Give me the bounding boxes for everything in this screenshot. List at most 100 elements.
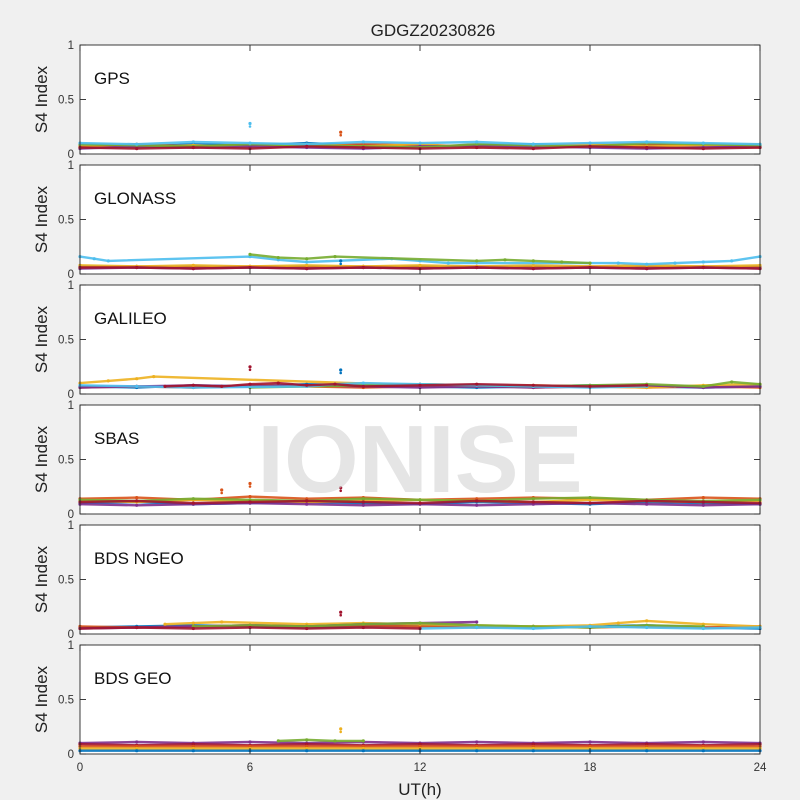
data-point: [135, 740, 139, 744]
data-point: [645, 262, 649, 266]
panel-glonass: 0 0.5 1 GLONASS S4 Index: [32, 160, 762, 281]
data-point: [361, 739, 365, 743]
spike-point: [339, 133, 343, 137]
data-point: [135, 499, 139, 503]
data-point: [531, 502, 535, 506]
data-point: [475, 497, 479, 501]
data-point: [531, 746, 535, 751]
data-point: [588, 265, 592, 270]
data-point: [305, 742, 309, 746]
y-tick-label: 0.5: [58, 695, 74, 707]
x-tick-label: 18: [584, 762, 597, 774]
data-point: [191, 383, 195, 387]
axes-background: [80, 645, 760, 754]
data-point: [135, 147, 139, 151]
panel-label: SBAS: [94, 429, 139, 448]
data-point: [361, 265, 365, 270]
data-point: [645, 145, 649, 150]
data-point: [531, 259, 535, 263]
data-point: [588, 261, 592, 265]
data-point: [730, 380, 734, 384]
data-point: [616, 261, 620, 265]
axes-background: [80, 165, 760, 274]
data-point: [191, 385, 195, 390]
data-point: [333, 382, 337, 386]
data-point: [418, 501, 422, 505]
y-tick-label: 0.5: [58, 215, 74, 227]
data-point: [248, 498, 252, 502]
data-point: [588, 144, 592, 148]
x-tick-label: 6: [247, 762, 253, 774]
data-point: [248, 495, 252, 499]
y-tick-label: 0: [68, 629, 74, 641]
panel-bds-geo: 0 0.5 1 BDS GEO S4 Index 0 6 12 18 24: [32, 640, 767, 774]
data-point: [701, 147, 705, 151]
data-point: [276, 258, 280, 262]
data-point: [531, 749, 535, 753]
data-point: [418, 742, 422, 746]
data-point: [701, 740, 705, 744]
spike-point: [339, 727, 343, 731]
y-tick-label: 0: [68, 269, 74, 281]
panel-label: GALILEO: [94, 309, 167, 328]
data-point: [418, 383, 422, 387]
data-point: [531, 500, 535, 504]
data-point: [475, 749, 479, 753]
data-point: [305, 499, 309, 503]
data-point: [475, 623, 479, 627]
panel-galileo: 0 0.5 1 GALILEO S4 Index: [32, 280, 762, 401]
data-point: [531, 263, 535, 267]
data-point: [135, 496, 139, 500]
data-point: [701, 141, 705, 145]
y-tick-label: 1: [68, 640, 74, 652]
data-point: [92, 257, 96, 261]
data-point: [248, 265, 252, 270]
spike-point: [248, 481, 252, 486]
data-point: [135, 384, 139, 388]
data-point: [333, 255, 337, 259]
data-point: [475, 740, 479, 744]
data-point: [248, 252, 252, 256]
data-point: [361, 142, 365, 146]
data-point: [191, 501, 195, 505]
axes-background: [80, 525, 760, 634]
data-point: [305, 383, 309, 387]
data-point: [701, 384, 705, 388]
data-point: [475, 503, 479, 507]
spike-point: [339, 613, 343, 617]
y-tick-label: 0.5: [58, 575, 74, 587]
data-point: [361, 746, 365, 751]
y-axis-label: S4 Index: [32, 185, 51, 253]
data-point: [701, 749, 705, 753]
y-axis-label: S4 Index: [32, 65, 51, 133]
data-point: [191, 267, 195, 271]
spike-point: [339, 610, 343, 614]
axes-background: [80, 45, 760, 154]
data-point: [191, 140, 195, 144]
watermark: IONISE: [257, 406, 582, 513]
data-point: [531, 742, 535, 746]
data-point: [248, 740, 252, 744]
spike-point: [339, 730, 343, 734]
data-point: [135, 749, 139, 753]
data-point: [588, 740, 592, 744]
data-point: [305, 746, 309, 751]
data-point: [701, 622, 705, 626]
data-point: [248, 625, 252, 630]
data-point: [163, 384, 167, 388]
spike-point: [220, 491, 223, 495]
spike-point: [248, 125, 252, 128]
data-point: [701, 500, 705, 504]
data-point: [361, 497, 365, 501]
data-point: [418, 498, 422, 502]
spike-point: [339, 259, 343, 263]
data-point: [418, 621, 422, 625]
data-point: [475, 620, 479, 624]
data-point: [305, 626, 309, 631]
y-tick-label: 0: [68, 509, 74, 521]
panel-label: GLONASS: [94, 189, 176, 208]
data-point: [475, 140, 479, 144]
spike-point: [339, 489, 343, 493]
axes-background: [80, 285, 760, 394]
data-point: [645, 742, 649, 746]
